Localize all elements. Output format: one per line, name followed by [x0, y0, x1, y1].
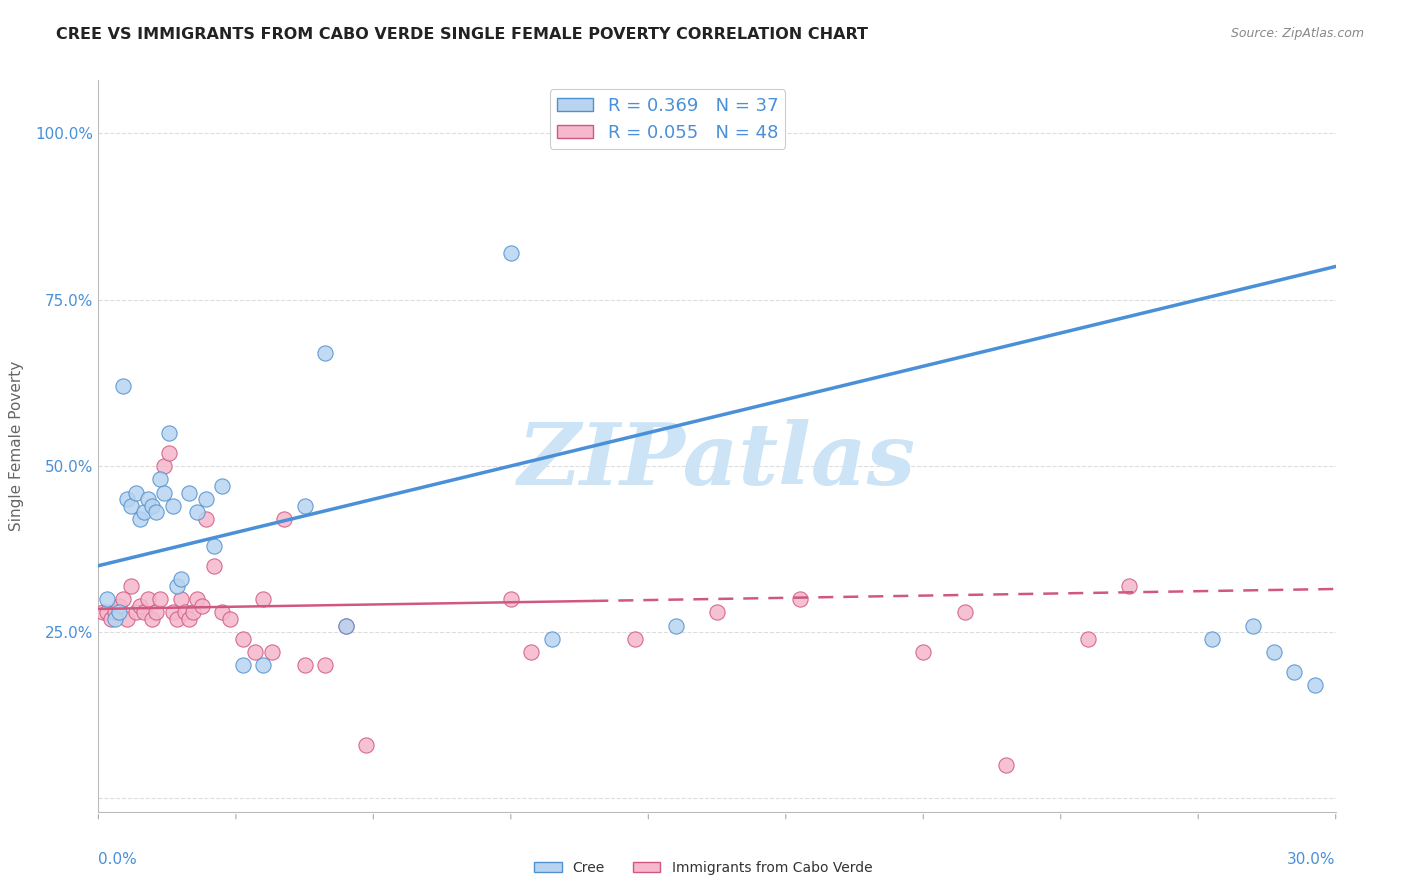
Point: [145, 506, 167, 520]
Point: [953, 605, 976, 619]
Point: [294, 499, 316, 513]
Point: [252, 591, 274, 606]
Point: [166, 612, 188, 626]
Point: [170, 572, 193, 586]
Point: [153, 458, 176, 473]
Point: [294, 658, 316, 673]
Point: [243, 645, 266, 659]
Point: [194, 492, 217, 507]
Point: [499, 246, 522, 260]
Point: [202, 539, 225, 553]
Point: [1118, 579, 1140, 593]
Point: [96, 605, 118, 619]
Point: [157, 425, 180, 440]
Point: [232, 632, 254, 646]
Point: [141, 612, 163, 626]
Point: [190, 599, 212, 613]
Point: [623, 632, 645, 646]
Point: [252, 658, 274, 673]
Legend: R = 0.369   N = 37, R = 0.055   N = 48: R = 0.369 N = 37, R = 0.055 N = 48: [550, 89, 786, 149]
Point: [162, 605, 184, 619]
Point: [174, 605, 197, 619]
Text: Source: ZipAtlas.com: Source: ZipAtlas.com: [1230, 27, 1364, 40]
Point: [994, 758, 1017, 772]
Point: [260, 645, 283, 659]
Point: [665, 618, 688, 632]
Point: [186, 591, 208, 606]
Point: [132, 605, 155, 619]
Point: [706, 605, 728, 619]
Point: [314, 346, 336, 360]
Legend: Cree, Immigrants from Cabo Verde: Cree, Immigrants from Cabo Verde: [529, 855, 877, 880]
Point: [232, 658, 254, 673]
Point: [170, 591, 193, 606]
Point: [179, 485, 201, 500]
Point: [211, 605, 233, 619]
Point: [149, 472, 172, 486]
Point: [149, 591, 172, 606]
Point: [104, 605, 127, 619]
Point: [211, 479, 233, 493]
Point: [1284, 665, 1306, 679]
Point: [181, 605, 204, 619]
Point: [162, 499, 184, 513]
Point: [166, 579, 188, 593]
Text: ZIPatlas: ZIPatlas: [517, 419, 917, 502]
Point: [96, 591, 118, 606]
Point: [356, 738, 378, 752]
Point: [124, 605, 146, 619]
Point: [136, 591, 159, 606]
Text: 30.0%: 30.0%: [1288, 852, 1336, 867]
Point: [120, 579, 142, 593]
Point: [219, 612, 242, 626]
Point: [117, 612, 139, 626]
Point: [314, 658, 336, 673]
Point: [128, 599, 150, 613]
Point: [100, 612, 122, 626]
Point: [1201, 632, 1223, 646]
Point: [145, 605, 167, 619]
Point: [1303, 678, 1326, 692]
Point: [157, 445, 180, 459]
Point: [128, 512, 150, 526]
Point: [202, 558, 225, 573]
Point: [186, 506, 208, 520]
Point: [273, 512, 295, 526]
Point: [91, 605, 114, 619]
Point: [104, 612, 127, 626]
Point: [194, 512, 217, 526]
Point: [789, 591, 811, 606]
Y-axis label: Single Female Poverty: Single Female Poverty: [10, 361, 24, 531]
Point: [520, 645, 543, 659]
Point: [153, 485, 176, 500]
Point: [124, 485, 146, 500]
Point: [499, 591, 522, 606]
Point: [706, 133, 728, 147]
Text: CREE VS IMMIGRANTS FROM CABO VERDE SINGLE FEMALE POVERTY CORRELATION CHART: CREE VS IMMIGRANTS FROM CABO VERDE SINGL…: [56, 27, 869, 42]
Point: [1241, 618, 1264, 632]
Point: [141, 499, 163, 513]
Point: [179, 612, 201, 626]
Point: [112, 379, 135, 393]
Point: [120, 499, 142, 513]
Point: [912, 645, 935, 659]
Point: [117, 492, 139, 507]
Point: [541, 632, 564, 646]
Text: 0.0%: 0.0%: [98, 852, 138, 867]
Point: [132, 506, 155, 520]
Point: [108, 605, 131, 619]
Point: [335, 618, 357, 632]
Point: [1263, 645, 1285, 659]
Point: [335, 618, 357, 632]
Point: [1077, 632, 1099, 646]
Point: [136, 492, 159, 507]
Point: [108, 599, 131, 613]
Point: [112, 591, 135, 606]
